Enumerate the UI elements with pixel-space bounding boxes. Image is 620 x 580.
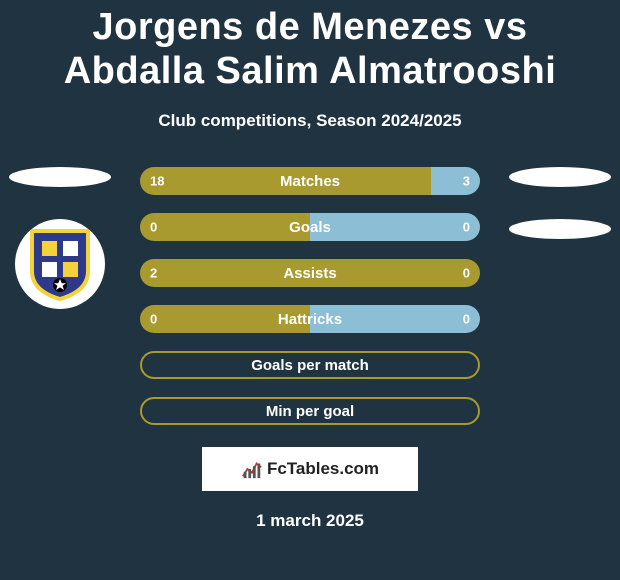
stat-bar-right-seg <box>310 213 480 241</box>
stat-bar-left-seg <box>140 213 310 241</box>
stat-right-value: 0 <box>463 312 470 327</box>
stat-label: Assists <box>283 265 336 282</box>
chart-icon <box>241 458 263 480</box>
stat-label: Min per goal <box>266 403 354 420</box>
stat-bar-gpm: Goals per match <box>140 351 480 379</box>
club-crest-icon <box>28 227 92 301</box>
stat-right-value: 3 <box>463 174 470 189</box>
stat-label: Goals <box>289 219 331 236</box>
subtitle: Club competitions, Season 2024/2025 <box>158 111 461 131</box>
stat-bar-right-seg <box>431 167 480 195</box>
stat-right-value: 0 <box>463 266 470 281</box>
stat-bar-assists: 2 0 Assists <box>140 259 480 287</box>
stat-bar-matches: 18 3 Matches <box>140 167 480 195</box>
stat-right-value: 0 <box>463 220 470 235</box>
stat-left-value: 2 <box>150 266 157 281</box>
brand-text: FcTables.com <box>267 459 379 479</box>
stat-label: Hattricks <box>278 311 342 328</box>
stat-bar-goals: 0 0 Goals <box>140 213 480 241</box>
right-name-ellipse <box>509 167 611 187</box>
content-root: Jorgens de Menezes vs Abdalla Salim Alma… <box>0 0 620 580</box>
left-crest-avatar <box>15 219 105 309</box>
page-title: Jorgens de Menezes vs Abdalla Salim Alma… <box>0 6 620 93</box>
stat-label: Goals per match <box>251 357 369 374</box>
comparison-arena: 18 3 Matches 0 0 Goals 2 0 Assists 0 0 Hattricks Goa… <box>0 167 620 425</box>
stat-left-value: 0 <box>150 220 157 235</box>
right-second-ellipse <box>509 219 611 239</box>
right-player-column <box>500 167 620 239</box>
left-player-column <box>0 167 120 309</box>
left-name-ellipse <box>9 167 111 187</box>
stat-bar-hattricks: 0 0 Hattricks <box>140 305 480 333</box>
date-label: 1 march 2025 <box>256 511 364 531</box>
stat-label: Matches <box>280 173 340 190</box>
stat-left-value: 18 <box>150 174 164 189</box>
stat-left-value: 0 <box>150 312 157 327</box>
stat-bars: 18 3 Matches 0 0 Goals 2 0 Assists 0 0 Hattricks Goa… <box>140 167 480 425</box>
brand-box: FcTables.com <box>202 447 418 491</box>
stat-bar-mpg: Min per goal <box>140 397 480 425</box>
